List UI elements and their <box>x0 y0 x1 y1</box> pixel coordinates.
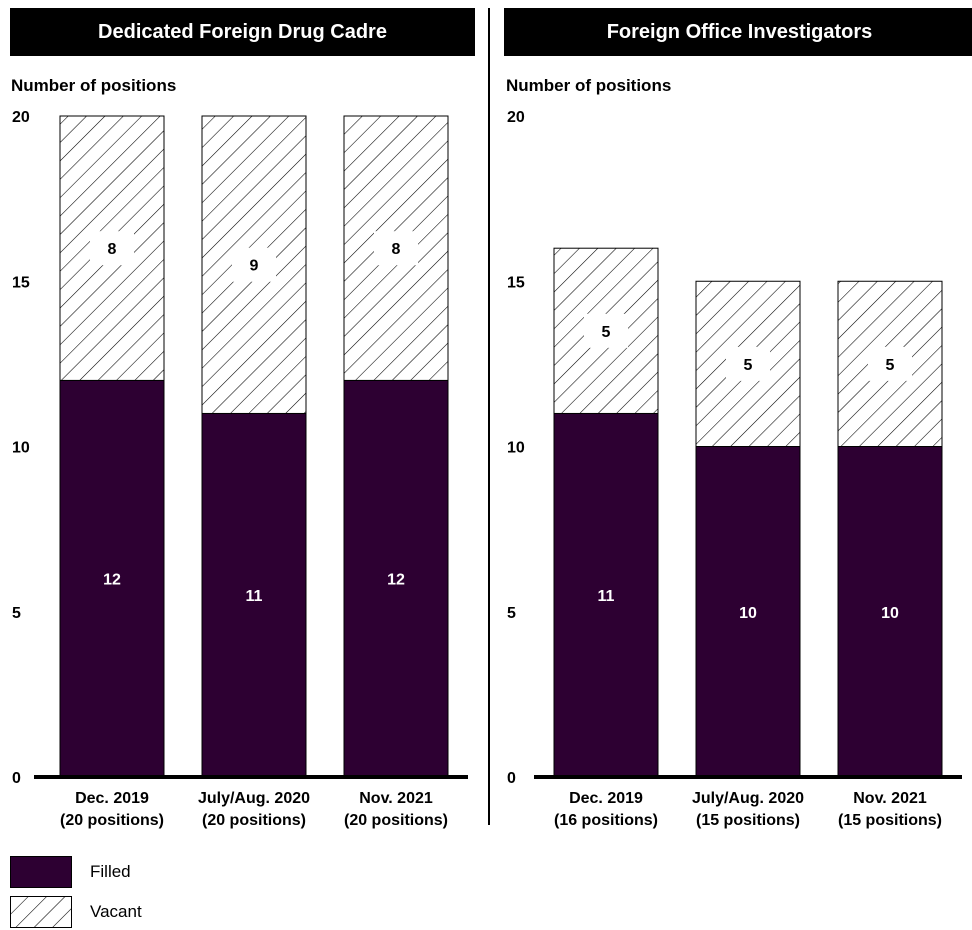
data-label-box <box>584 313 628 348</box>
panel-divider <box>488 8 490 825</box>
y-tick-label: 0 <box>12 770 21 787</box>
data-label-box <box>90 231 134 266</box>
bar-filled <box>59 379 165 778</box>
data-label-filled: 11 <box>246 588 263 605</box>
x-tick-sublabel: (16 positions) <box>554 812 658 829</box>
y-axis-label-left: Number of positions <box>11 76 177 95</box>
x-tick-sublabel: (20 positions) <box>344 812 448 829</box>
x-tick-label: Dec. 2019 <box>75 790 149 807</box>
data-label-vacant: 8 <box>392 241 401 258</box>
x-tick-label: July/Aug. 2020 <box>198 790 310 807</box>
data-label-box <box>868 346 912 381</box>
x-tick-sublabel: (20 positions) <box>60 812 164 829</box>
data-label-vacant: 9 <box>250 258 259 275</box>
legend-swatch-filled <box>10 856 72 888</box>
x-tick-label: Nov. 2021 <box>359 790 433 807</box>
x-tick-label: Nov. 2021 <box>853 790 927 807</box>
legend-label-filled: Filled <box>90 862 131 881</box>
bar-filled <box>695 446 801 778</box>
x-tick-sublabel: (15 positions) <box>696 812 800 829</box>
data-label-vacant: 5 <box>886 357 895 374</box>
data-label-filled: 10 <box>881 605 899 622</box>
y-axis-label-right: Number of positions <box>506 76 672 95</box>
y-tick-label: 10 <box>12 440 30 457</box>
data-label-box <box>374 231 418 266</box>
legend-swatch-vacant <box>10 896 72 928</box>
legend-item-filled: Filled <box>10 856 310 890</box>
y-tick-label: 15 <box>12 274 30 291</box>
data-label-filled: 12 <box>103 572 121 589</box>
data-label-filled: 11 <box>598 588 615 605</box>
bar-filled <box>343 379 449 778</box>
y-tick-label: 5 <box>12 605 21 622</box>
data-label-vacant: 5 <box>744 357 753 374</box>
data-label-vacant: 8 <box>108 241 117 258</box>
legend-label-vacant: Vacant <box>90 902 142 921</box>
panel-title-left: Dedicated Foreign Drug Cadre <box>10 8 475 56</box>
x-tick-sublabel: (20 positions) <box>202 812 306 829</box>
x-tick-label: July/Aug. 2020 <box>692 790 804 807</box>
bar-filled <box>553 412 659 778</box>
bar-filled <box>837 446 943 778</box>
data-label-filled: 10 <box>739 605 757 622</box>
legend-item-vacant: Vacant <box>10 896 310 930</box>
data-label-filled: 12 <box>387 572 405 589</box>
x-tick-sublabel: (15 positions) <box>838 812 942 829</box>
y-tick-label: 20 <box>507 109 525 126</box>
chart-panel-left: 0 5 10 15 20 12 8 Dec. 2019 (20 positions) 11 9 Jul… <box>12 109 468 829</box>
y-tick-label: 5 <box>507 605 516 622</box>
y-tick-label: 10 <box>507 440 525 457</box>
data-label-box <box>232 247 276 282</box>
panel-title-right: Foreign Office Investigators <box>504 8 972 56</box>
y-tick-label: 15 <box>507 274 525 291</box>
data-label-vacant: 5 <box>602 324 611 341</box>
bar-filled <box>201 412 307 778</box>
y-tick-label: 20 <box>12 109 30 126</box>
chart-panel-right: 0 5 10 15 20 11 5 Dec. 2019 (16 positions) 10 5 Jul… <box>507 109 962 829</box>
data-label-box <box>726 346 770 381</box>
y-tick-label: 0 <box>507 770 516 787</box>
x-tick-label: Dec. 2019 <box>569 790 643 807</box>
